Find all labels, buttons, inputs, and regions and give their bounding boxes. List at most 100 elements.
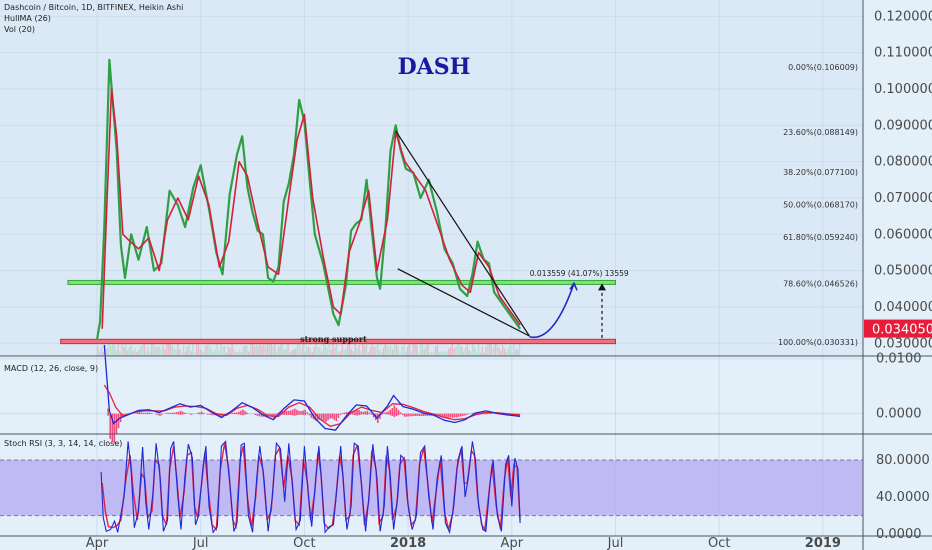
macd-histogram-bar bbox=[445, 413, 448, 418]
volume-bar bbox=[229, 348, 231, 356]
volume-bar bbox=[171, 345, 174, 356]
time-tick-label: Oct bbox=[293, 536, 315, 550]
volume-bar bbox=[216, 341, 218, 356]
volume-bar bbox=[102, 351, 104, 356]
macd-histogram-bar bbox=[235, 412, 238, 415]
measure-label: 0.013559 (41.07%) 13559 bbox=[530, 269, 629, 278]
volume-bar bbox=[311, 352, 314, 356]
fib-level-label: 38.20%(0.077100) bbox=[783, 168, 858, 177]
volume-bar bbox=[498, 347, 500, 356]
volume-bar bbox=[199, 349, 202, 356]
volume-bar bbox=[360, 351, 362, 356]
support-zone bbox=[60, 338, 616, 345]
volume-bar bbox=[248, 351, 250, 356]
volume-bar bbox=[124, 343, 127, 356]
volume-bar bbox=[410, 350, 412, 356]
volume-bar bbox=[479, 352, 482, 356]
volume-bar bbox=[270, 342, 272, 356]
macd-title: MACD (12, 26, close, 9) bbox=[4, 364, 98, 373]
macd-histogram-bar bbox=[451, 413, 454, 418]
macd-histogram-bar bbox=[283, 410, 286, 415]
macd-histogram-bar bbox=[362, 411, 365, 415]
volume-bar bbox=[173, 348, 175, 356]
chart-title: DASH bbox=[398, 54, 471, 80]
time-tick-label: 2019 bbox=[805, 536, 841, 550]
volume-bar bbox=[147, 346, 149, 356]
volume-bar bbox=[468, 350, 470, 356]
macd-histogram-bar bbox=[478, 412, 481, 415]
macd-histogram-bar bbox=[254, 413, 257, 415]
macd-histogram-bar bbox=[221, 413, 224, 418]
macd-histogram-bar bbox=[393, 405, 396, 417]
macd-histogram-bar bbox=[408, 413, 410, 417]
macd-histogram-bar bbox=[177, 411, 180, 415]
volume-bar bbox=[332, 340, 334, 356]
volume-bar bbox=[197, 343, 200, 356]
volume-bar bbox=[307, 347, 310, 356]
macd-histogram-bar bbox=[457, 413, 460, 417]
macd-histogram-bar bbox=[462, 413, 464, 416]
volume-bar bbox=[477, 342, 480, 356]
macd-histogram-bar bbox=[416, 413, 418, 416]
volume-bar bbox=[227, 346, 230, 356]
volume-bar bbox=[222, 347, 224, 356]
volume-bar bbox=[434, 346, 437, 356]
volume-bar bbox=[266, 339, 269, 356]
macd-histogram-bar bbox=[397, 410, 400, 416]
volume-bar bbox=[167, 340, 170, 356]
macd-histogram-bar bbox=[287, 410, 290, 415]
volume-bar bbox=[143, 342, 146, 356]
volume-bar bbox=[190, 351, 192, 356]
volume-bar bbox=[240, 352, 243, 356]
macd-histogram-bar bbox=[138, 412, 141, 415]
macd-histogram-bar bbox=[173, 412, 176, 415]
volume-bar bbox=[132, 350, 134, 356]
volume-bar bbox=[139, 346, 142, 356]
macd-histogram-bar bbox=[198, 412, 201, 415]
macd-histogram-bar bbox=[155, 413, 157, 415]
volume-bar bbox=[341, 344, 343, 356]
macd-histogram-bar bbox=[142, 412, 145, 415]
macd-histogram-bar bbox=[107, 408, 109, 416]
macd-histogram-bar bbox=[190, 413, 192, 415]
macd-histogram-bar bbox=[244, 411, 246, 415]
volume-bar bbox=[442, 350, 444, 356]
macd-histogram-bar bbox=[414, 413, 416, 416]
macd-tick-label: 0.0100 bbox=[876, 352, 922, 367]
macd-histogram-bar bbox=[182, 411, 184, 415]
stoch-tick-label: 0.0000 bbox=[876, 527, 922, 542]
volume-bar bbox=[151, 343, 153, 356]
volume-bar bbox=[203, 351, 205, 356]
volume-bar bbox=[100, 346, 103, 356]
volume-bar bbox=[457, 342, 459, 356]
volume-bar bbox=[466, 342, 468, 356]
macd-histogram-bar bbox=[231, 412, 234, 415]
volume-bar bbox=[440, 351, 442, 356]
volume-bar bbox=[347, 340, 349, 356]
macd-histogram-bar bbox=[339, 413, 342, 415]
macd-layer bbox=[0, 344, 863, 444]
macd-histogram-bar bbox=[150, 413, 153, 414]
macd-histogram-bar bbox=[364, 411, 367, 415]
volume-bar bbox=[330, 349, 332, 356]
time-tick-label: Oct bbox=[708, 536, 730, 550]
macd-histogram-bar bbox=[308, 413, 311, 416]
volume-bar bbox=[253, 346, 256, 356]
price-tick-label: 0.100000 bbox=[874, 82, 932, 97]
stoch-tick-label: 80.0000 bbox=[876, 453, 930, 468]
volume-bar bbox=[388, 346, 390, 356]
macd-histogram-bar bbox=[389, 409, 392, 416]
time-tick-label: 2018 bbox=[390, 536, 426, 550]
volume-bar bbox=[236, 351, 239, 356]
macd-histogram-bar bbox=[410, 413, 412, 417]
volume-bar bbox=[134, 348, 136, 356]
volume-bar bbox=[399, 352, 401, 356]
volume-bar bbox=[462, 351, 465, 356]
time-tick-label: Jul bbox=[192, 536, 209, 550]
fib-level-label: 0.00%(0.106009) bbox=[788, 63, 858, 72]
macd-histogram-bar bbox=[449, 413, 452, 418]
macd-histogram-bar bbox=[157, 413, 159, 416]
macd-histogram-bar bbox=[304, 409, 306, 416]
macd-histogram-bar bbox=[333, 413, 336, 420]
